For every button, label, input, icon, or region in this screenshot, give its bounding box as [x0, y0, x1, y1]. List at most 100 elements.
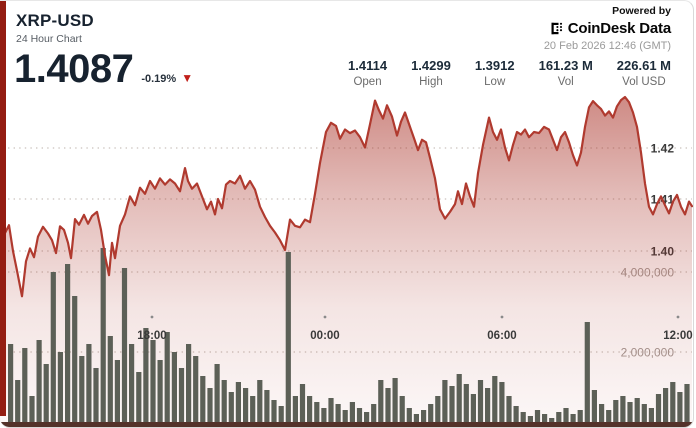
volume-bar: [392, 378, 398, 422]
stat-volume: 161.23 M Vol: [539, 58, 593, 88]
volume-bar: [435, 396, 441, 422]
chart-subtitle: 24 Hour Chart: [16, 33, 82, 45]
volume-bar: [591, 390, 597, 422]
coindesk-data-brand[interactable]: CoinDesk Data: [544, 20, 671, 37]
volume-bar: [314, 402, 320, 422]
volume-bar: [200, 376, 206, 422]
volume-bar: [563, 408, 569, 422]
volume-bar: [29, 396, 35, 422]
volume-bar: [50, 272, 56, 422]
volume-bar: [207, 388, 213, 422]
volume-bar: [22, 348, 28, 422]
volume-bar: [413, 414, 419, 422]
volume-bar: [193, 356, 199, 422]
volume-bar: [670, 382, 676, 422]
volume-bar: [150, 340, 156, 422]
time-axis-label: 00:00: [310, 330, 339, 342]
price-change-percent: -0.19%: [141, 73, 177, 85]
price-axis-label: 1.42: [651, 142, 675, 156]
volume-bar: [36, 340, 42, 422]
volume-bar: [8, 344, 14, 422]
volume-bar: [677, 392, 683, 422]
volume-bar: [442, 380, 448, 422]
volume-bar: [684, 384, 690, 422]
volume-bar: [79, 356, 85, 422]
volume-bar: [534, 410, 541, 422]
volume-bar: [143, 328, 149, 422]
volume-bar: [570, 414, 576, 422]
stat-value: 1.4299: [411, 58, 451, 73]
volume-bar: [335, 404, 341, 422]
volume-bar: [485, 388, 491, 422]
symbol-title: XRP-USD: [16, 11, 94, 30]
volume-bar: [235, 382, 241, 422]
time-tick-dot: [323, 315, 327, 319]
volume-bar: [107, 336, 113, 422]
time-tick-dot: [676, 315, 680, 319]
volume-bar: [477, 380, 484, 422]
stat-value: 161.23 M: [538, 58, 593, 73]
attribution: Powered by CoinDesk Data 20 Feb 2026 12:…: [544, 5, 671, 52]
volume-bar: [556, 412, 562, 422]
chart-header: XRP-USD 24 Hour Chart: [16, 11, 94, 45]
volume-bar: [627, 402, 633, 422]
volume-bar: [342, 410, 348, 422]
stat-label: High: [419, 76, 443, 88]
volume-bar: [577, 410, 583, 422]
volume-bar: [292, 396, 298, 422]
volume-bar: [655, 394, 662, 422]
volume-bar: [620, 396, 626, 422]
down-triangle-icon: ▼: [181, 71, 194, 85]
volume-bar: [506, 396, 512, 422]
volume-bar: [613, 400, 619, 422]
volume-bar: [378, 380, 384, 422]
stat-value: 226.61 M: [616, 58, 671, 73]
volume-bar: [321, 408, 327, 422]
price-row: 1.4087 -0.19% ▼: [14, 47, 193, 92]
stat-open: 1.4114 Open: [348, 58, 387, 88]
volume-bar: [43, 364, 49, 422]
powered-by-label: Powered by: [612, 5, 671, 17]
timestamp: 20 Feb 2026 12:46 (GMT): [543, 40, 671, 52]
volume-bar: [157, 360, 163, 422]
volume-bar: [299, 384, 306, 422]
volume-bar: [663, 388, 669, 422]
volume-bar: [406, 408, 412, 422]
volume-bar: [72, 296, 78, 422]
volume-bar: [15, 380, 21, 422]
stats-row: 1.4114 Open 1.4299 High 1.3912 Low 161.2…: [348, 58, 671, 88]
volume-bar: [606, 410, 612, 422]
stat-value: 1.4114: [348, 58, 388, 73]
volume-bar: [399, 396, 405, 422]
price-area-fill: [0, 97, 692, 422]
volume-bar: [186, 344, 192, 422]
volume-bar: [456, 374, 462, 422]
stat-low: 1.3912 Low: [475, 58, 515, 88]
stat-label: Vol USD: [622, 76, 666, 88]
volume-bar: [285, 252, 291, 422]
current-price: 1.4087: [14, 47, 134, 91]
price-line: [0, 95, 693, 298]
volume-bar: [86, 344, 92, 422]
volume-bar: [178, 368, 185, 422]
volume-bar: [271, 400, 277, 422]
volume-bar: [214, 364, 220, 422]
volume-bar: [527, 416, 533, 422]
volume-bar: [171, 352, 177, 422]
stat-label: Low: [484, 76, 506, 88]
volume-bar: [164, 332, 170, 422]
volume-bar: [221, 380, 227, 422]
volume-bar: [243, 388, 249, 422]
volume-bar: [356, 408, 363, 422]
stat-label: Vol: [557, 76, 574, 88]
stat-volume-usd: 226.61 M Vol USD: [617, 58, 671, 88]
volume-bar: [641, 404, 647, 422]
volume-bar: [257, 380, 263, 422]
volume-bar: [499, 382, 505, 422]
volume-bar: [513, 406, 519, 422]
volume-bar: [599, 404, 605, 422]
time-axis-label: 18:00: [137, 330, 166, 342]
stat-value: 1.3912: [474, 58, 515, 73]
